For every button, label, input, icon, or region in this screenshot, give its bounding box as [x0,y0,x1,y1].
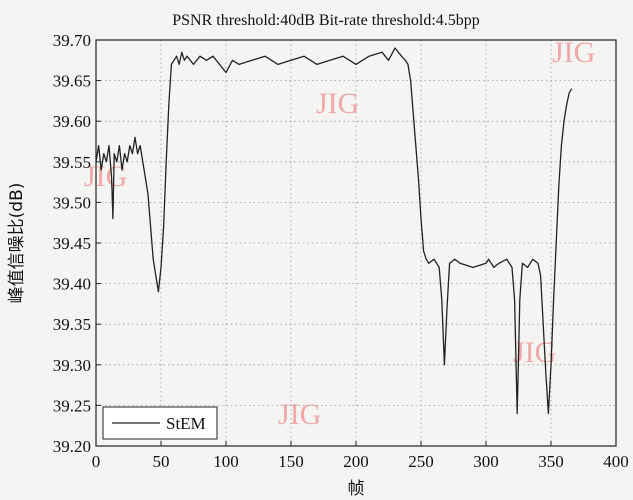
x-tick-label: 0 [92,452,101,471]
x-tick-label: 400 [603,452,629,471]
y-tick-label: 39.20 [53,437,91,456]
y-tick-label: 39.55 [53,153,91,172]
chart-title: PSNR threshold:40dB Bit-rate threshold:4… [172,12,480,29]
axis-ticks: 0 50 100 150 200 250 300 350 400 39.20 39.25 39.30 3… [53,31,629,471]
y-tick-label: 39.65 [53,72,91,91]
y-axis-label: 峰值信噪比(dB) [7,183,27,304]
x-tick-label: 150 [278,452,304,471]
y-tick-label: 39.50 [53,193,91,212]
x-tick-label: 200 [343,452,369,471]
series-group [95,47,573,415]
x-tick-label: 350 [538,452,564,471]
y-tick-label: 39.45 [53,234,91,253]
y-tick-label: 39.40 [53,275,91,294]
watermark: JIG [513,336,556,369]
series-line-stem [95,47,573,415]
x-tick-label: 250 [408,452,434,471]
legend: StEM [102,406,218,440]
x-tick-label: 50 [153,452,170,471]
watermark: JIG [552,36,595,69]
legend-label-stem: StEM [166,414,206,433]
y-tick-label: 39.30 [53,356,91,375]
x-tick-label: 300 [473,452,499,471]
watermark: JIG [84,160,127,193]
y-tick-label: 39.70 [53,31,91,50]
watermark: JIG [316,87,359,120]
watermark-group: JIG JIG JIG JIG JIG [84,36,595,431]
x-axis-label: 帧 [348,479,365,499]
y-tick-label: 39.25 [53,396,91,415]
y-tick-label: 39.35 [53,315,91,334]
watermark: JIG [278,398,321,431]
y-tick-label: 39.60 [53,112,91,131]
x-tick-label: 100 [213,452,239,471]
